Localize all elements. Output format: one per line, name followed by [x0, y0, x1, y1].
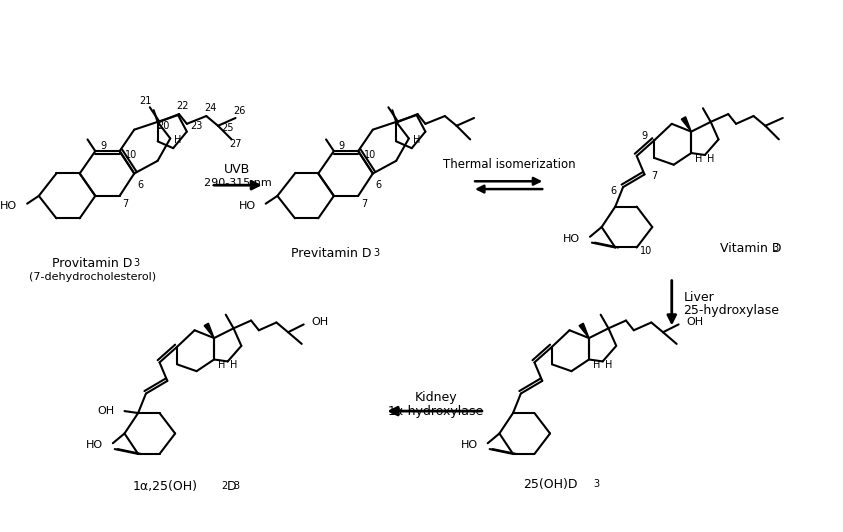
Text: 7: 7 — [651, 171, 658, 181]
Text: 10: 10 — [126, 150, 137, 160]
Text: H: H — [230, 360, 237, 370]
Text: HO: HO — [563, 234, 580, 244]
Text: HO: HO — [461, 440, 478, 450]
Text: Vitamin D: Vitamin D — [721, 242, 782, 255]
Text: Kidney: Kidney — [415, 391, 458, 404]
Text: 3: 3 — [373, 248, 380, 259]
Text: H: H — [413, 135, 421, 145]
Text: HO: HO — [239, 201, 256, 211]
Text: H: H — [218, 360, 226, 370]
Text: 6: 6 — [610, 186, 616, 196]
Text: 6: 6 — [376, 180, 382, 190]
Text: 21: 21 — [140, 96, 152, 106]
Text: 9: 9 — [339, 141, 345, 151]
Text: 25(OH)D: 25(OH)D — [523, 478, 577, 491]
Text: D: D — [227, 479, 236, 493]
Text: 25: 25 — [222, 123, 234, 132]
Text: 25-hydroxylase: 25-hydroxylase — [684, 304, 780, 317]
Text: 1α-hydroxylase: 1α-hydroxylase — [388, 405, 484, 418]
Polygon shape — [681, 117, 691, 131]
Text: 1α,25(OH): 1α,25(OH) — [133, 479, 198, 493]
Polygon shape — [204, 323, 214, 338]
Text: H: H — [604, 360, 612, 370]
Text: 20: 20 — [158, 121, 169, 131]
Text: 3: 3 — [593, 479, 599, 489]
Text: 9: 9 — [642, 130, 647, 140]
Text: H: H — [175, 135, 182, 145]
Text: H: H — [707, 154, 714, 164]
Text: 290-315 nm: 290-315 nm — [203, 178, 271, 188]
Text: Thermal isomerization: Thermal isomerization — [443, 158, 576, 171]
Polygon shape — [579, 323, 589, 338]
Text: 6: 6 — [137, 180, 143, 190]
Text: 10: 10 — [641, 246, 652, 256]
Text: UVB: UVB — [224, 163, 250, 176]
Text: Provitamin D: Provitamin D — [52, 256, 132, 270]
Text: (7-dehydrocholesterol): (7-dehydrocholesterol) — [29, 272, 156, 282]
Text: HO: HO — [0, 201, 18, 211]
Text: H: H — [695, 154, 703, 164]
Text: 23: 23 — [191, 121, 203, 131]
Text: 9: 9 — [100, 141, 106, 151]
Text: 26: 26 — [234, 106, 245, 116]
Text: HO: HO — [86, 440, 103, 450]
Text: 3: 3 — [772, 244, 778, 253]
Text: OH: OH — [98, 406, 115, 416]
Text: Previtamin D: Previtamin D — [291, 247, 371, 260]
Text: 7: 7 — [122, 198, 129, 209]
Text: Liver: Liver — [684, 290, 714, 304]
Text: H: H — [593, 360, 600, 370]
Text: 10: 10 — [364, 150, 376, 160]
Text: 2: 2 — [221, 481, 227, 491]
Text: 24: 24 — [204, 103, 217, 113]
Text: 27: 27 — [229, 139, 242, 149]
Text: OH: OH — [311, 318, 329, 328]
Text: 7: 7 — [361, 198, 368, 209]
Text: OH: OH — [686, 318, 704, 328]
Text: 3: 3 — [133, 258, 139, 268]
Text: 22: 22 — [177, 101, 189, 111]
Text: 3: 3 — [234, 481, 239, 491]
